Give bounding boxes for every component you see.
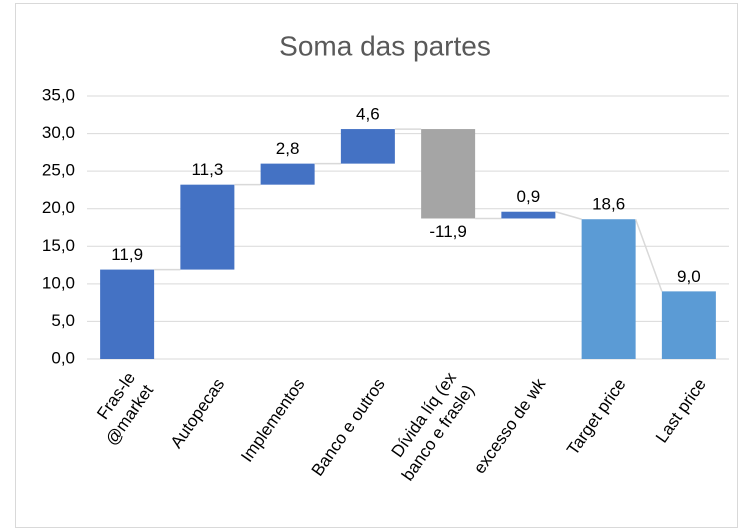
bar — [340, 129, 395, 164]
y-tick-label: 35,0 — [42, 85, 75, 104]
data-label: 11,3 — [191, 160, 223, 179]
y-tick-label: 10,0 — [42, 273, 75, 292]
data-label: 2,8 — [276, 139, 300, 158]
data-label: -11,9 — [429, 222, 467, 241]
bar — [581, 219, 636, 359]
data-label: 18,6 — [592, 195, 625, 214]
data-label: 9,0 — [677, 267, 701, 286]
bar — [100, 269, 155, 359]
bar — [501, 211, 556, 219]
bar — [421, 129, 476, 219]
connector — [634, 218, 663, 292]
bar — [180, 184, 235, 270]
y-tick-label: 30,0 — [42, 123, 75, 142]
data-label: 11,9 — [111, 245, 143, 264]
y-tick-label: 15,0 — [42, 236, 75, 255]
data-label: 4,6 — [356, 105, 380, 124]
y-tick-label: 5,0 — [51, 311, 75, 330]
bar — [260, 163, 315, 185]
data-label: 0,9 — [517, 187, 541, 206]
y-tick-label: 20,0 — [42, 198, 75, 217]
bar — [661, 291, 716, 359]
y-tick-label: 25,0 — [42, 161, 75, 180]
chart-title: Soma das partes — [279, 30, 491, 61]
y-tick-label: 0,0 — [51, 348, 75, 367]
connector — [555, 210, 582, 220]
